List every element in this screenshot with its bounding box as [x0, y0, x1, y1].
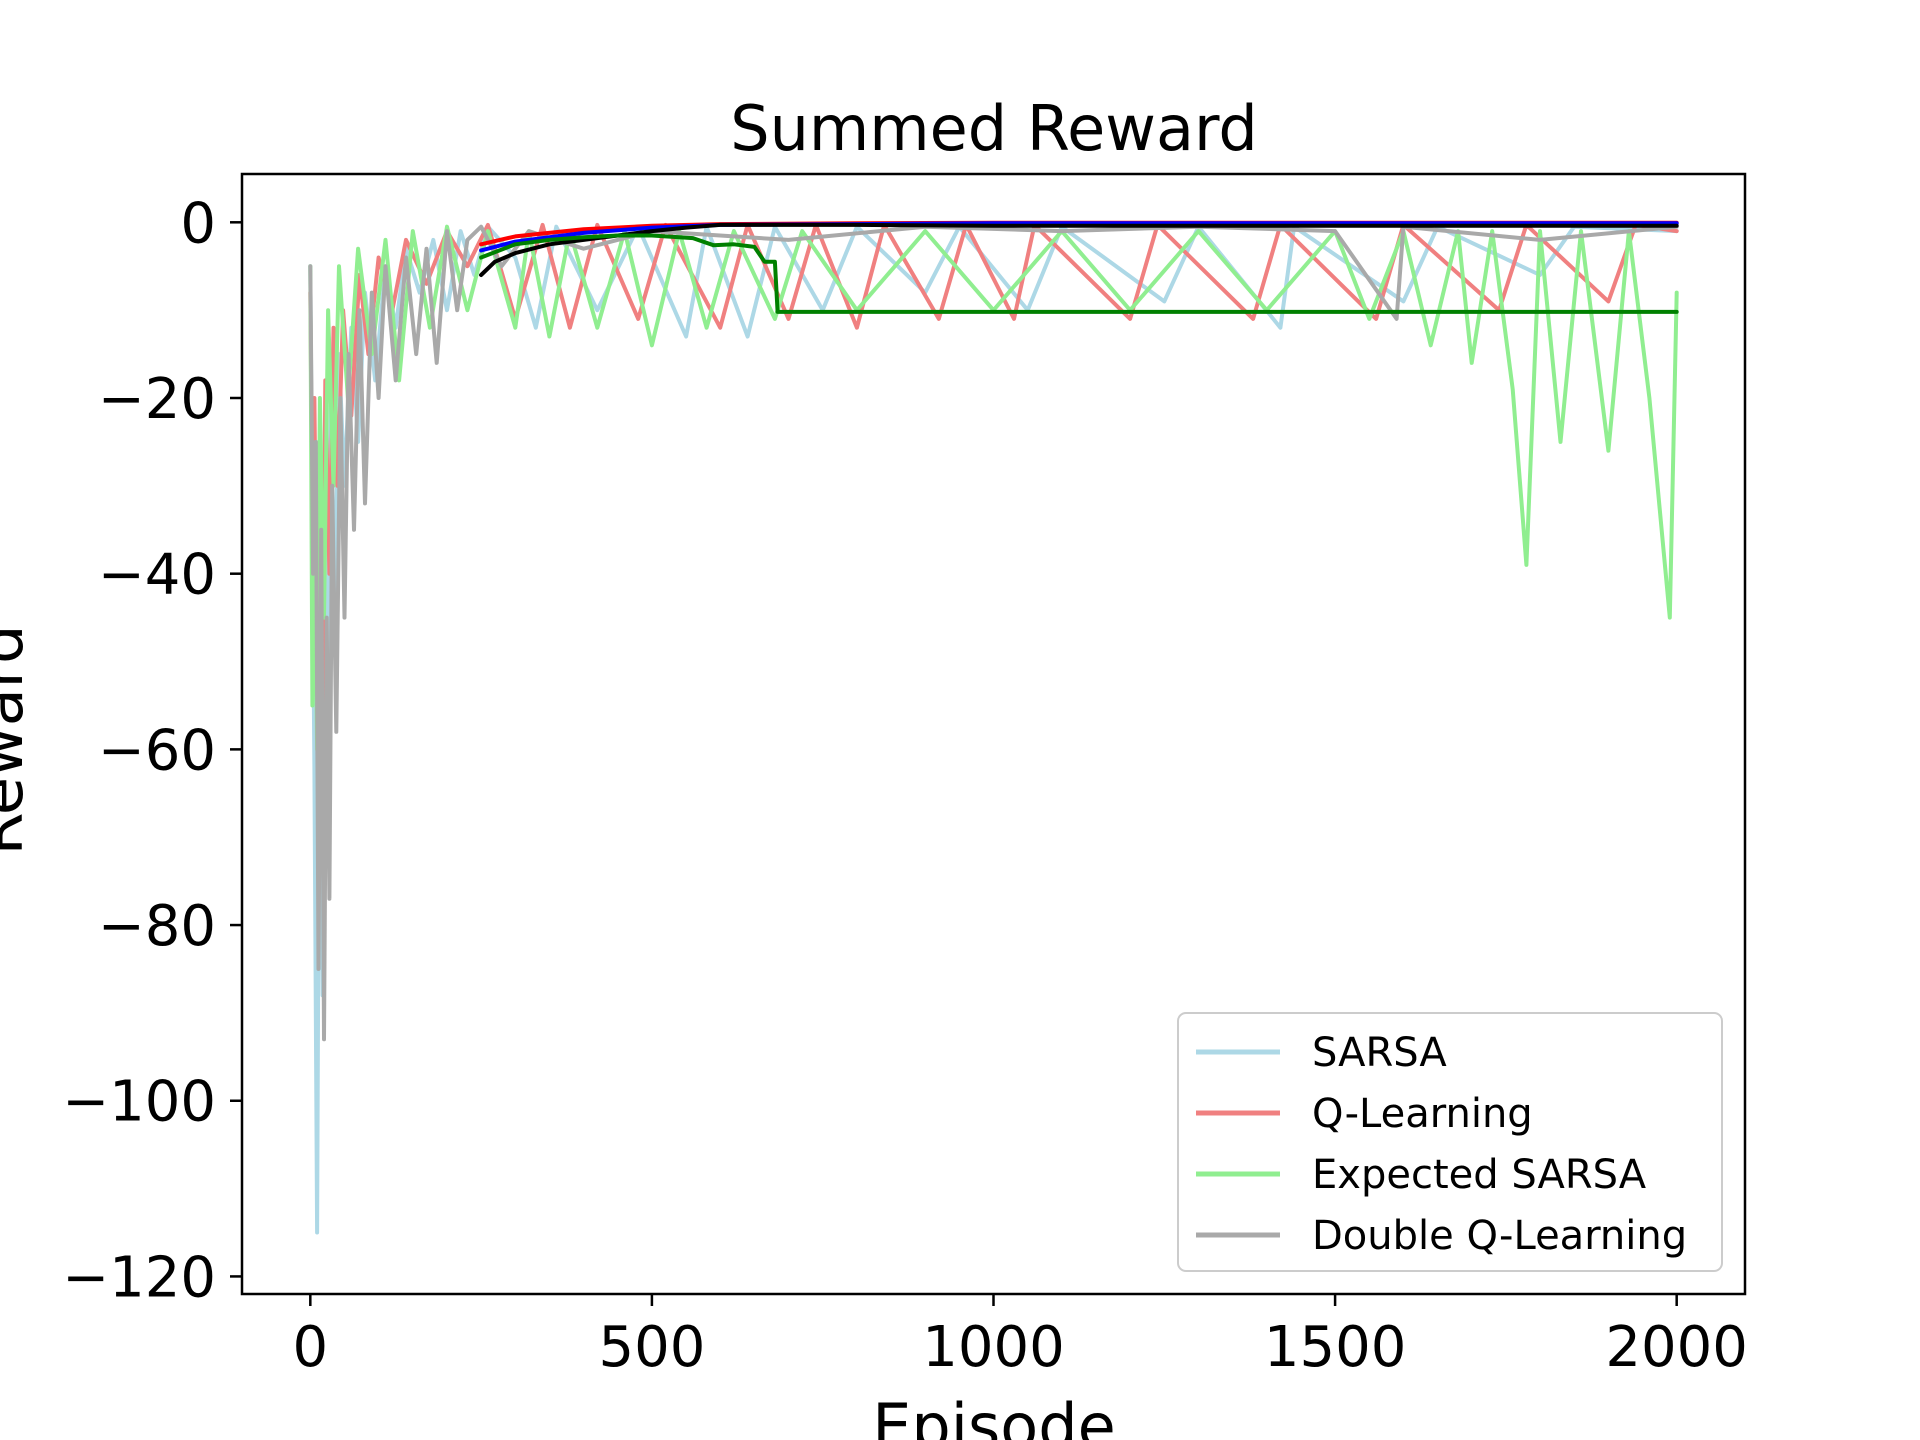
- x-tick-label: 0: [292, 1315, 328, 1380]
- y-tick-label: −100: [62, 1070, 216, 1135]
- y-tick-label: −20: [98, 367, 216, 432]
- legend-entry-label: Q-Learning: [1312, 1091, 1533, 1137]
- y-tick-label: −60: [98, 718, 216, 783]
- y-axis-label: Reward: [0, 625, 37, 856]
- series-line-double-q-learning: [308, 224, 1679, 1042]
- x-tick-label: 1000: [922, 1315, 1065, 1380]
- y-tick-label: −120: [62, 1245, 216, 1310]
- x-tick-label: 500: [598, 1315, 705, 1380]
- series-line-running-average-6: [479, 222, 1679, 277]
- legend-entry-label: Expected SARSA: [1312, 1152, 1647, 1198]
- x-axis-label: Episode: [872, 1390, 1116, 1440]
- legend: SARSA Q-Learning Expected SARSA Double Q-Le…: [1177, 1012, 1723, 1272]
- series-group: [308, 220, 1679, 1235]
- series-line-running-average-7: [479, 233, 1679, 314]
- x-axis: 0 500 1000 1500 2000: [292, 1294, 1748, 1380]
- legend-entry-label: SARSA: [1312, 1030, 1447, 1076]
- y-tick-label: 0: [180, 191, 216, 256]
- legend-entry-label: Double Q-Learning: [1312, 1213, 1687, 1259]
- chart-title: Summed Reward: [730, 92, 1258, 165]
- y-tick-label: −80: [98, 894, 216, 959]
- x-tick-label: 1500: [1264, 1315, 1407, 1380]
- legend-box: [1177, 1012, 1723, 1272]
- y-axis: 0 −20 −40 −60 −80 −100 −120: [62, 191, 242, 1310]
- x-tick-label: 2000: [1605, 1315, 1748, 1380]
- y-tick-label: −40: [98, 543, 216, 608]
